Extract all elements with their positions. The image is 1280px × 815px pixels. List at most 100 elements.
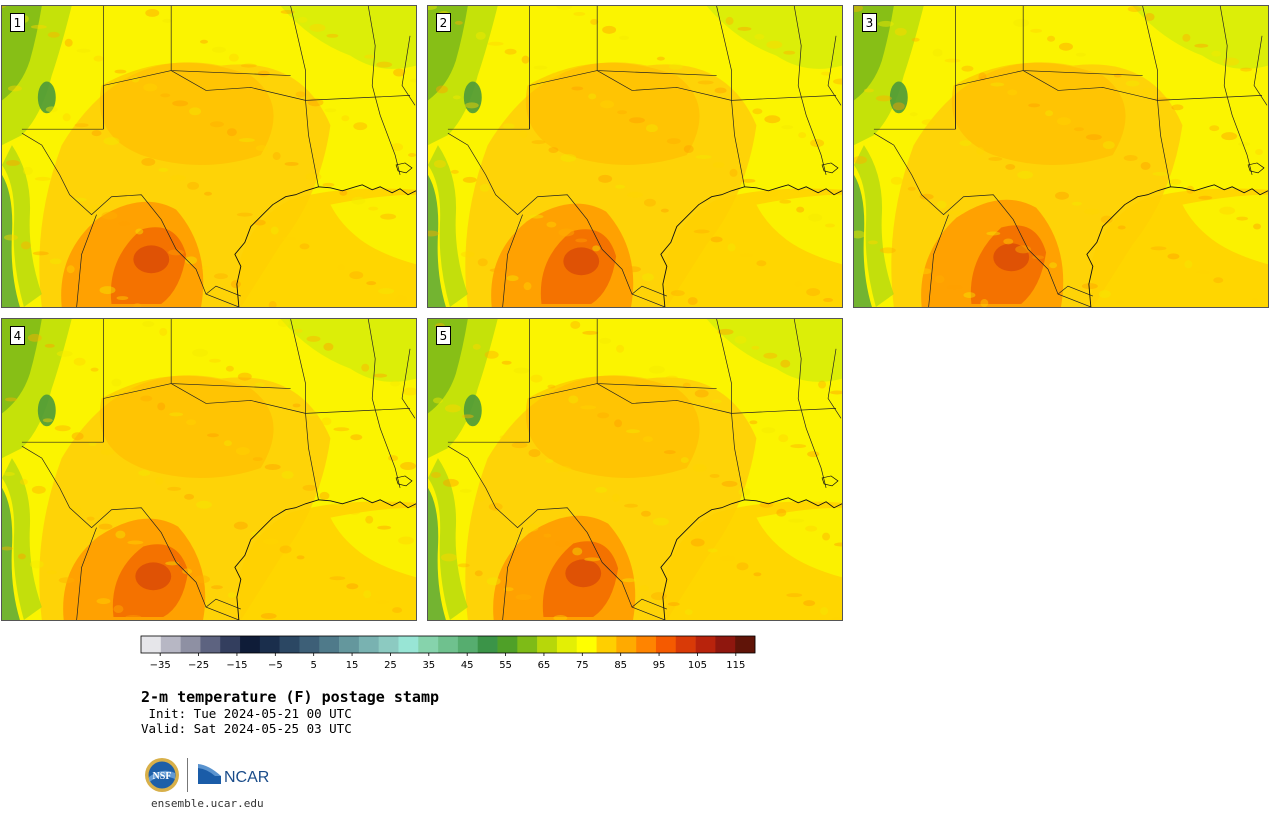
map-field-speckle: [378, 288, 395, 295]
map-field-speckle: [533, 65, 548, 70]
map-field-speckle: [58, 577, 75, 584]
colorbar-swatch: [695, 636, 716, 653]
coastline: [234, 497, 416, 620]
map-mountain-region: [37, 394, 56, 427]
map-field-speckle: [74, 123, 89, 128]
map-field-speckle: [491, 193, 508, 198]
map-field-speckle: [619, 35, 630, 40]
map-field-speckle: [753, 572, 762, 577]
map-field-speckle: [738, 487, 751, 496]
map-field-speckle: [667, 602, 680, 607]
map-field-speckle: [694, 389, 709, 398]
map-field-speckle: [781, 125, 794, 130]
map-region-cool: [1132, 6, 1268, 69]
map-field-speckle: [640, 510, 651, 517]
map-field-speckle: [398, 536, 415, 545]
map-field-speckle: [363, 590, 372, 599]
colorbar-swatch: [735, 636, 756, 653]
colorbar-tick-label: 65: [538, 660, 551, 671]
map-field-speckle: [833, 78, 842, 85]
state-border: [171, 383, 306, 414]
map-field-speckle: [135, 228, 144, 235]
map-field-speckle: [1152, 171, 1169, 176]
map-field-speckle: [277, 319, 290, 327]
logo-divider: [187, 758, 188, 792]
state-border: [955, 70, 1024, 130]
map-field-speckle: [820, 607, 829, 616]
colorbar-swatch: [497, 636, 518, 653]
map-region-warm: [525, 375, 700, 478]
map-hot-spot: [993, 243, 1030, 272]
map-field-speckle: [1013, 18, 1030, 27]
state-border: [827, 348, 842, 419]
state-border: [103, 70, 172, 130]
map-field-speckle: [185, 256, 198, 265]
map-field-speckle: [1007, 89, 1018, 96]
map-field-speckle: [484, 350, 499, 359]
map-field-speckle: [736, 562, 749, 571]
map-field-speckle: [1098, 290, 1111, 299]
state-border: [928, 214, 949, 307]
map-field-speckle: [648, 365, 665, 374]
map-field-speckle: [323, 342, 334, 351]
colorbar-swatch: [616, 636, 637, 653]
map-field-speckle: [600, 100, 615, 109]
map-region-cool: [280, 319, 416, 382]
map-field-speckle: [98, 523, 113, 530]
map-field-speckle: [309, 23, 326, 32]
map-field-speckle: [602, 25, 617, 34]
map-field-speckle: [590, 18, 599, 25]
map-field-speckle: [324, 108, 337, 113]
coastline: [1247, 162, 1265, 174]
map-field-speckle: [737, 26, 752, 31]
colorbar-swatch: [596, 636, 617, 653]
map-field-speckle: [1251, 298, 1260, 305]
map-field-speckle: [980, 299, 989, 307]
colorbar-tick-label: 15: [346, 660, 359, 671]
map-field-speckle: [49, 258, 62, 265]
map-field-speckle: [306, 335, 321, 342]
map-field-speckle: [210, 585, 223, 590]
map-field-speckle: [503, 587, 514, 592]
map-field-speckle: [978, 72, 987, 81]
map-field-speckle: [321, 417, 332, 426]
map-field-speckle: [489, 268, 506, 273]
colorbar-tick-label: 85: [614, 660, 627, 671]
map-field-speckle: [297, 16, 308, 23]
colorbar-tick-label: 45: [461, 660, 474, 671]
map-field-speckle: [172, 100, 189, 107]
map-field-speckle: [1127, 6, 1142, 12]
colorbar-swatch: [517, 636, 538, 653]
map-field-speckle: [627, 191, 643, 198]
map-field-speckle: [194, 575, 210, 584]
temperature-map-3: [854, 6, 1268, 307]
colorbar-swatch: [141, 636, 162, 653]
map-field-speckle: [588, 93, 597, 100]
colorbar-tick-label: −35: [150, 660, 171, 671]
map-field-speckle: [766, 40, 783, 49]
map-field-speckle: [598, 174, 613, 183]
map-field-speckle: [46, 570, 57, 575]
colorbar-swatch: [418, 636, 439, 653]
map-field-speckle: [528, 449, 541, 458]
map-field-speckle: [475, 31, 486, 40]
map-gulf-region: [330, 194, 416, 265]
map-field-speckle: [284, 161, 299, 166]
map-field-speckle: [366, 281, 377, 286]
map-field-speckle: [29, 560, 44, 569]
map-field-speckle: [233, 521, 248, 530]
country-border: [447, 132, 665, 307]
map-field-speckle: [710, 236, 723, 243]
map-field-speckle: [262, 538, 279, 545]
map-field-speckle: [721, 480, 738, 487]
map-field-speckle: [42, 418, 53, 423]
map-field-speckle: [1154, 97, 1171, 102]
map-field-speckle: [1057, 117, 1071, 126]
map-field-speckle: [295, 91, 306, 98]
map-field-speckle: [27, 333, 42, 342]
map-field-speckle: [226, 128, 237, 137]
coastline: [821, 475, 839, 487]
map-field-speckle: [867, 240, 878, 245]
map-field-speckle: [2, 6, 6, 8]
map-field-speckle: [89, 204, 100, 211]
